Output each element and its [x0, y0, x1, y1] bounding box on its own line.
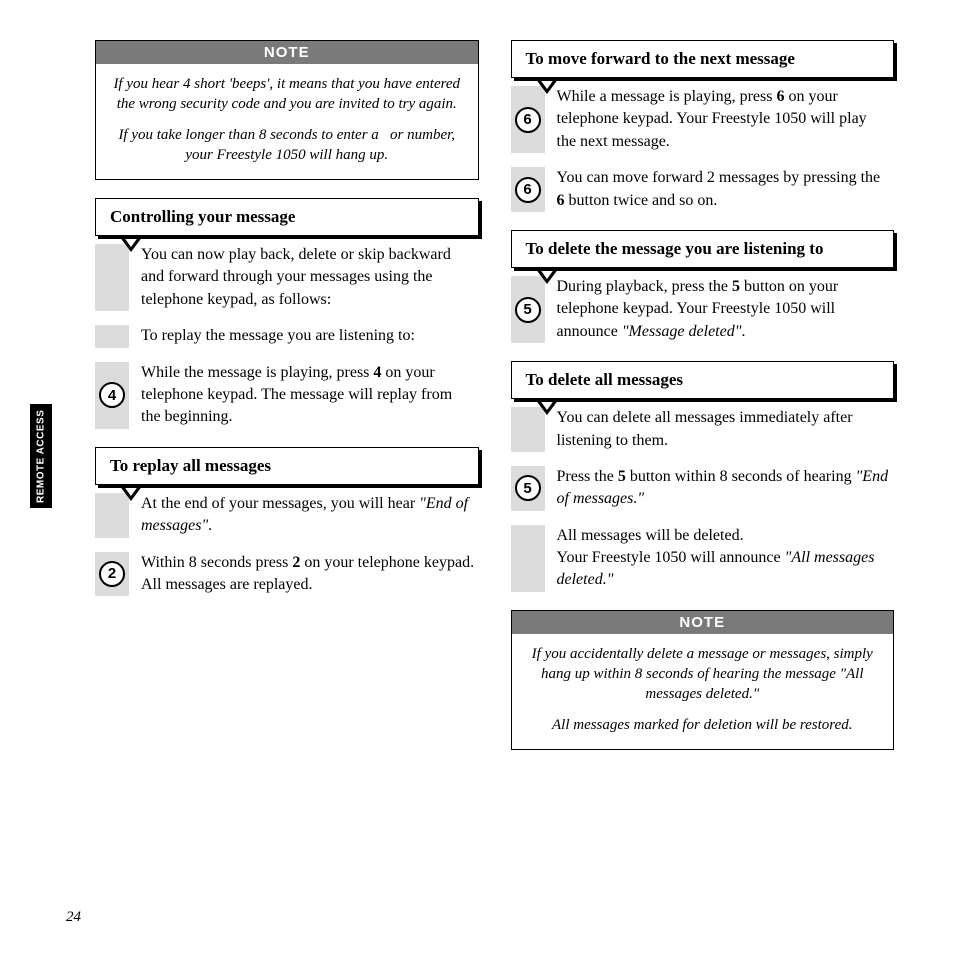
note-box-top: NOTE If you hear 4 short 'beeps', it mea… — [95, 40, 479, 180]
rail: 5 — [511, 276, 545, 343]
note-body: If you accidentally delete a message or … — [526, 644, 880, 735]
note-para: If you accidentally delete a message or … — [526, 644, 880, 705]
note-para: All messages marked for deletion will be… — [526, 715, 880, 735]
section-title: Controlling your message — [95, 198, 479, 236]
note-body: If you hear 4 short 'beeps', it means th… — [110, 74, 464, 165]
instruction-row: At the end of your messages, you will he… — [95, 493, 479, 538]
section-delete-one: To delete the message you are listening … — [511, 230, 895, 343]
right-column: To move forward to the next message 6 Whi… — [511, 40, 895, 914]
rail: 6 — [511, 167, 545, 212]
instruction-row: 2 Within 8 seconds press 2 on your teleph… — [95, 552, 479, 597]
section-move-forward: To move forward to the next message 6 Whi… — [511, 40, 895, 212]
instruction-row: 4 While the message is playing, press 4 o… — [95, 362, 479, 429]
section-title: To replay all messages — [95, 447, 479, 485]
rail: 5 — [511, 466, 545, 511]
instruction-row: 5 During playback, press the 5 button on … — [511, 276, 895, 343]
keypad-key-icon: 2 — [99, 561, 125, 587]
keypad-key-icon: 6 — [515, 107, 541, 133]
instruction-text: You can delete all messages immediately … — [557, 407, 895, 452]
instruction-row: You can delete all messages immediately … — [511, 407, 895, 452]
rail: 6 — [511, 86, 545, 153]
note-header: NOTE — [96, 41, 478, 64]
section-title: To delete all messages — [511, 361, 895, 399]
keypad-key-icon: 5 — [515, 297, 541, 323]
section-controlling: Controlling your message You can now pla… — [95, 198, 479, 429]
side-tab: REMOTE ACCESS — [30, 404, 52, 508]
arrow-icon — [535, 399, 559, 415]
instruction-text: Press the 5 button within 8 seconds of h… — [557, 466, 895, 511]
arrow-icon — [535, 268, 559, 284]
section-title: To move forward to the next message — [511, 40, 895, 78]
rail: 2 — [95, 552, 129, 597]
instruction-text: You can move forward 2 messages by press… — [557, 167, 895, 212]
section-replay-all: To replay all messages At the end of you… — [95, 447, 479, 597]
keypad-key-icon: 4 — [99, 382, 125, 408]
instruction-text: All messages will be deleted.Your Freest… — [557, 525, 895, 592]
section-title: To delete the message you are listening … — [511, 230, 895, 268]
arrow-icon — [119, 485, 143, 501]
instruction-text: While a message is playing, press 6 on y… — [557, 86, 895, 153]
instruction-row: You can now play back, delete or skip ba… — [95, 244, 479, 311]
rail — [95, 244, 129, 311]
left-column: NOTE If you hear 4 short 'beeps', it mea… — [95, 40, 479, 914]
instruction-row: To replay the message you are listening … — [95, 325, 479, 347]
page-number: 24 — [66, 909, 81, 926]
note-para: If you hear 4 short 'beeps', it means th… — [110, 74, 464, 115]
section-delete-all: To delete all messages You can delete al… — [511, 361, 895, 592]
keypad-key-icon: 5 — [515, 475, 541, 501]
note-header: NOTE — [512, 611, 894, 634]
note-para: If you take longer than 8 seconds to ent… — [110, 125, 464, 166]
instruction-row: 5 Press the 5 button within 8 seconds of … — [511, 466, 895, 511]
instruction-text: While the message is playing, press 4 on… — [141, 362, 479, 429]
instruction-text: Within 8 seconds press 2 on your telepho… — [141, 552, 479, 597]
arrow-icon — [119, 236, 143, 252]
instruction-text: To replay the message you are listening … — [141, 325, 419, 347]
instruction-text: You can now play back, delete or skip ba… — [141, 244, 479, 311]
rail — [95, 325, 129, 347]
rail: 4 — [95, 362, 129, 429]
note-box-bottom: NOTE If you accidentally delete a messag… — [511, 610, 895, 750]
instruction-text: At the end of your messages, you will he… — [141, 493, 479, 538]
page-content: NOTE If you hear 4 short 'beeps', it mea… — [0, 0, 954, 954]
keypad-key-icon: 6 — [515, 177, 541, 203]
instruction-row: 6 You can move forward 2 messages by pres… — [511, 167, 895, 212]
arrow-icon — [535, 78, 559, 94]
instruction-row: 6 While a message is playing, press 6 on … — [511, 86, 895, 153]
instruction-row: All messages will be deleted.Your Freest… — [511, 525, 895, 592]
instruction-text: During playback, press the 5 button on y… — [557, 276, 895, 343]
rail — [511, 525, 545, 592]
